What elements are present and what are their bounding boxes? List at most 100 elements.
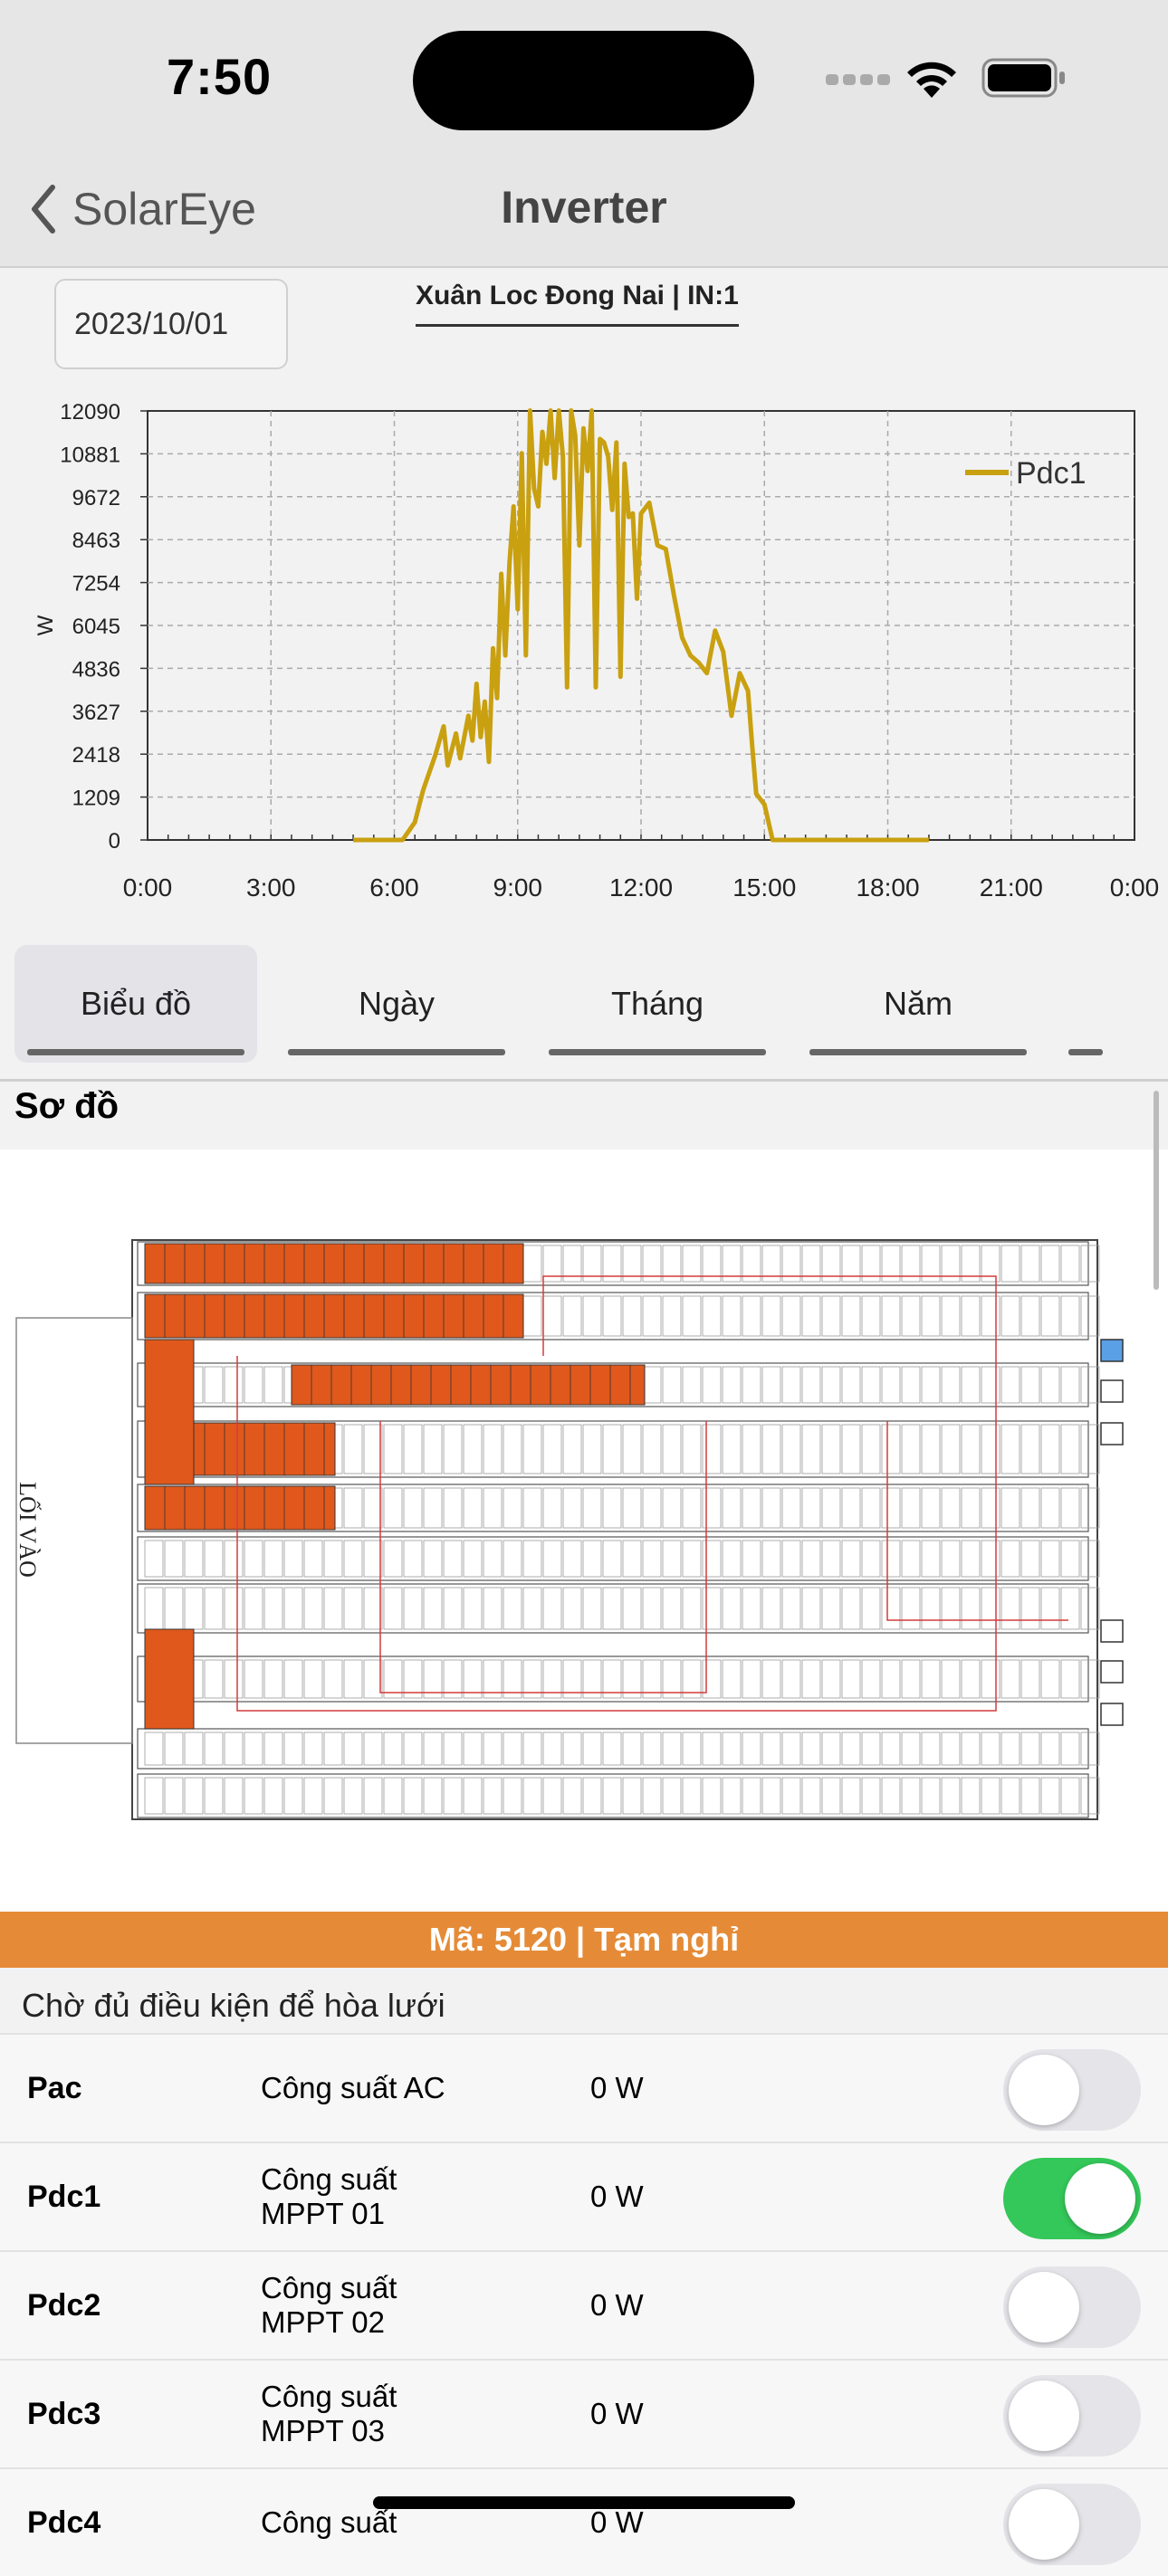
panel-cell [343,1659,363,1699]
panel-cell [204,1587,224,1630]
panel-cell [941,1540,961,1578]
param-toggle[interactable] [1003,2158,1141,2239]
panel-cell [781,1366,801,1404]
panel-row [137,1583,1089,1634]
tab-label: Năm [883,985,953,1022]
panel-cell [343,1732,363,1766]
panel-cell [1020,1587,1040,1630]
panel-cell [961,1587,981,1630]
panel-cell [483,1659,503,1699]
status-message: Chờ đủ điều kiện để hòa lưới [22,1987,445,2024]
panel-cell [542,1659,562,1699]
panel-cell [1040,1487,1060,1529]
panel-cell [1080,1487,1100,1529]
tab-day[interactable]: Ngày [275,945,518,1063]
param-code: Pdc4 [27,2504,101,2540]
panel-cell [662,1777,682,1815]
power-chart: 0:00 3:00 6:00 9:00 12:00 15:00 18:00 21:00 0:00… [34,400,1159,902]
panel-cell [204,1366,224,1404]
panel-cell [423,1777,443,1815]
tab-chart[interactable]: Biểu đồ [14,945,257,1063]
panel-cell [821,1540,841,1578]
param-code: Pdc2 [27,2287,101,2323]
view-tabs: Biểu đồ Ngày Tháng Năm [0,941,1168,1077]
panel-cell [702,1540,722,1578]
panel-cell [841,1659,861,1699]
panel-cell [682,1245,702,1283]
panel-cell [343,1424,363,1474]
status-banner: Mã: 5120 | Tạm nghỉ [0,1912,1168,1968]
entrance-label: LỐI VÀO [14,1482,41,1578]
panel-cell [781,1587,801,1630]
panel-cell [463,1424,483,1474]
param-toggle[interactable] [1003,2375,1141,2457]
tab-month[interactable]: Tháng [536,945,779,1063]
panel-cell [1060,1540,1080,1578]
panel-cell [861,1732,881,1766]
panel-cell [363,1732,383,1766]
y-tick-label: 12090 [60,400,120,425]
panel-cell [224,1777,244,1815]
panel-cell [861,1424,881,1474]
back-button[interactable]: SolarEye [29,179,256,239]
x-tick-label: 3:00 [246,873,296,902]
tab-more[interactable] [1058,945,1121,1063]
panel-cell [961,1540,981,1578]
station-selector[interactable]: Xuân Loc Đong Nai | IN:1 [416,281,739,327]
param-value: 0 W [590,2180,644,2213]
param-toggle[interactable] [1003,2049,1141,2131]
x-tick-label: 12:00 [609,873,673,902]
panel-cell [443,1777,463,1815]
panel-cell [244,1659,263,1699]
panel-cell [921,1366,941,1404]
panel-cell [622,1732,642,1766]
panel-cell [781,1777,801,1815]
panel-cell [303,1732,323,1766]
panel-cell [682,1777,702,1815]
date-picker[interactable]: 2023/10/01 [54,279,288,369]
tab-year[interactable]: Năm [797,945,1039,1063]
panel-cell [941,1245,961,1283]
active-panels [144,1339,195,1485]
panel-cell [303,1777,323,1815]
panel-cell [323,1587,343,1630]
panel-cell [921,1659,941,1699]
panel-cell [722,1659,742,1699]
param-toggle[interactable] [1003,2484,1141,2565]
panel-cell [702,1366,722,1404]
panel-cell [761,1366,781,1404]
panel-cell [642,1732,662,1766]
panel-cell [542,1587,562,1630]
divider [0,1079,1168,1082]
panel-cell [781,1659,801,1699]
panel-cell [642,1540,662,1578]
wiring [379,1421,707,1693]
active-panels [144,1485,336,1531]
tab-label: Biểu đồ [80,985,192,1022]
panel-cell [742,1245,761,1283]
panel-cell [283,1587,303,1630]
param-toggle[interactable] [1003,2266,1141,2348]
panel-cell [602,1587,622,1630]
panel-cell [841,1366,861,1404]
panel-cell [761,1487,781,1529]
panel-cell [742,1540,761,1578]
panel-cell [363,1659,383,1699]
panel-cell [1080,1732,1100,1766]
panel-cell [861,1587,881,1630]
panel-cell [662,1245,682,1283]
panel-cell [423,1424,443,1474]
panel-cell [981,1732,1000,1766]
panel-cell [562,1587,582,1630]
panel-cell [343,1777,363,1815]
panel-cell [662,1659,682,1699]
panel-cell [801,1424,821,1474]
panel-cell [642,1424,662,1474]
scrollbar[interactable] [1154,1091,1159,1290]
panel-cell [463,1587,483,1630]
panel-cell [1060,1487,1080,1529]
panel-cell [742,1659,761,1699]
panel-cell [423,1487,443,1529]
panel-cell [263,1540,283,1578]
panel-cell [1020,1659,1040,1699]
